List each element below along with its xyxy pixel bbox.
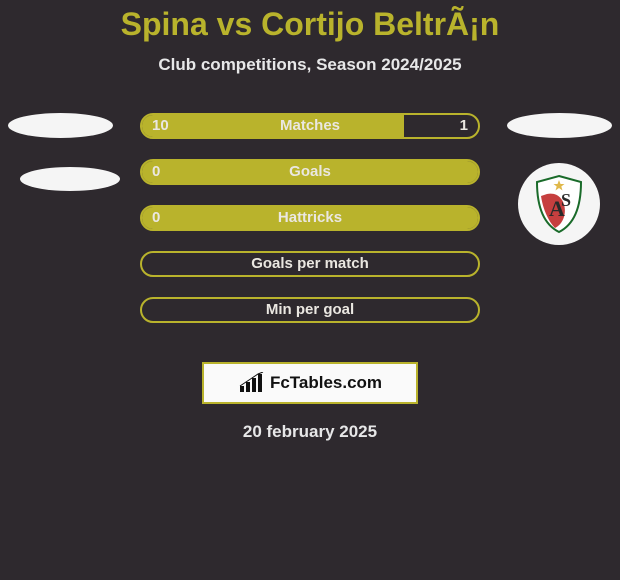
stat-label: Goals bbox=[142, 161, 478, 183]
bar-chart-icon bbox=[238, 372, 264, 394]
stat-row-goals: 0 Goals bbox=[140, 159, 480, 185]
player-left-oval-mid bbox=[20, 167, 120, 191]
stat-row-hattricks: 0 Hattricks bbox=[140, 205, 480, 231]
stat-label: Matches bbox=[142, 115, 478, 137]
stat-value-right: 1 bbox=[460, 115, 468, 137]
player-right-oval-top bbox=[507, 113, 612, 138]
date-text: 20 february 2025 bbox=[0, 422, 620, 442]
page-subtitle: Club competitions, Season 2024/2025 bbox=[0, 55, 620, 75]
stat-row-matches: 10 Matches 1 bbox=[140, 113, 480, 139]
page-title: Spina vs Cortijo BeltrÃ¡n bbox=[0, 0, 620, 43]
club-badge-right: A S bbox=[518, 163, 600, 245]
stat-row-goals-per-match: Goals per match bbox=[140, 251, 480, 277]
stat-label: Hattricks bbox=[142, 207, 478, 229]
brand-label: FcTables.com bbox=[270, 373, 382, 393]
stat-row-min-per-goal: Min per goal bbox=[140, 297, 480, 323]
stat-label: Goals per match bbox=[142, 253, 478, 275]
player-left-oval-top bbox=[8, 113, 113, 138]
shield-icon: A S bbox=[527, 172, 591, 236]
stat-label: Min per goal bbox=[142, 299, 478, 321]
stat-rows-container: 10 Matches 1 0 Goals 0 Hattricks Goals p… bbox=[140, 113, 480, 343]
svg-text:S: S bbox=[561, 190, 571, 210]
stats-area: A S 10 Matches 1 0 Goals 0 Hattricks bbox=[0, 113, 620, 348]
brand-box[interactable]: FcTables.com bbox=[202, 362, 418, 404]
